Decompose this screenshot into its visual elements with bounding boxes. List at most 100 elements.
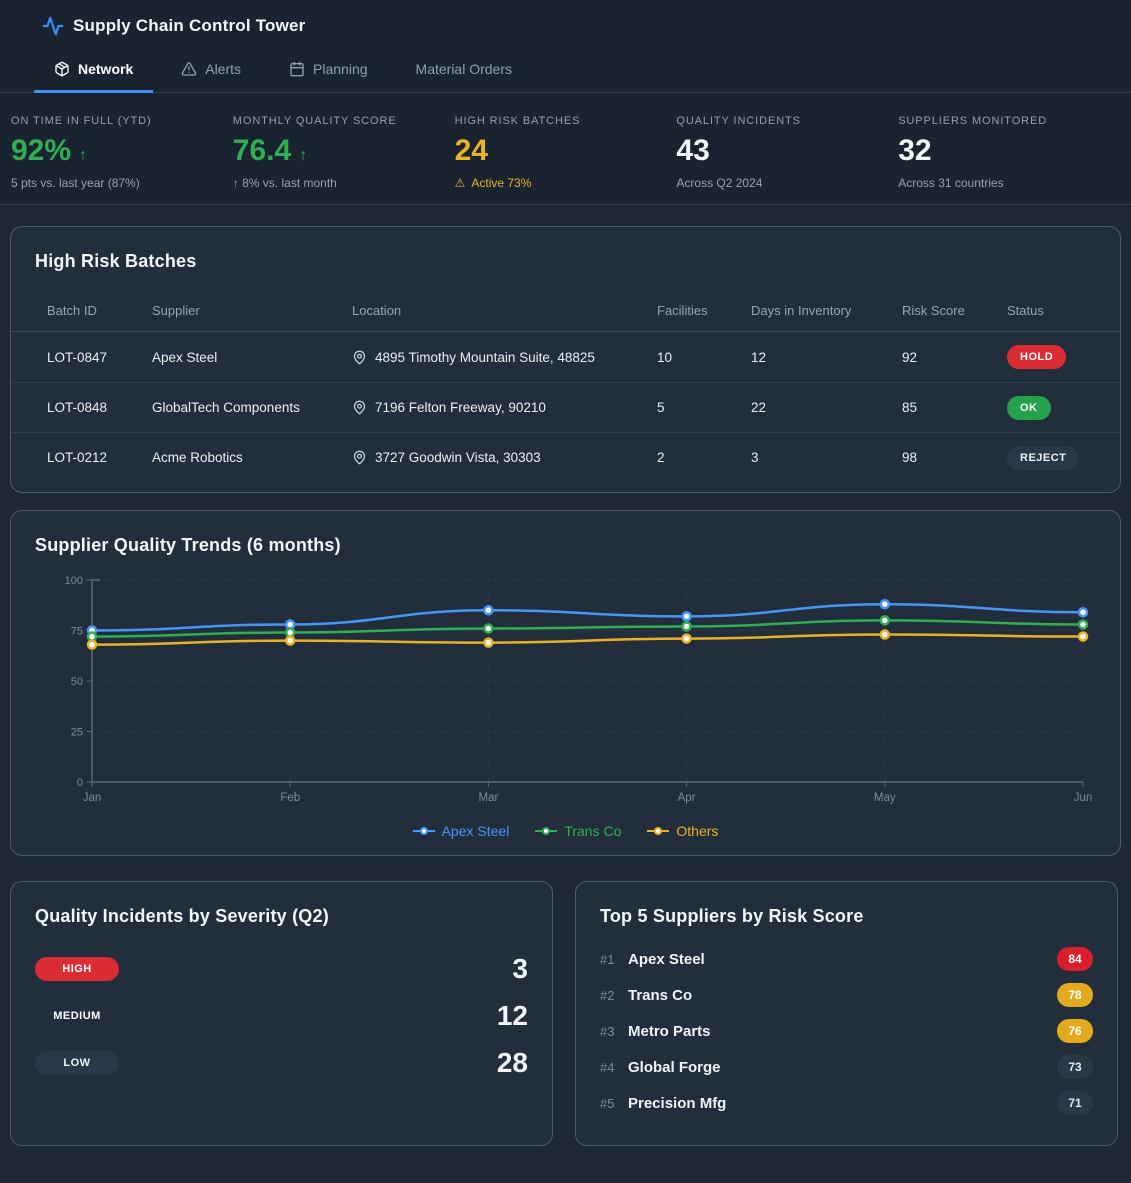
list-item: #1 Apex Steel 84 — [600, 941, 1093, 977]
col-facilities: Facilities — [657, 303, 708, 318]
incidents-card-title: Quality Incidents by Severity (Q2) — [35, 906, 329, 926]
top-suppliers-card: Top 5 Suppliers by Risk Score #1 Apex St… — [575, 881, 1118, 1146]
tab-alerts-label: Alerts — [205, 61, 242, 77]
trends-card-title: Supplier Quality Trends (6 months) — [35, 535, 341, 555]
kpi-row: ON TIME IN FULL (YTD) 92% ↑ 5 pts vs. la… — [0, 93, 1131, 204]
location-cell: 7196 Felton Freeway, 90210 — [352, 400, 657, 415]
top-suppliers-card-title: Top 5 Suppliers by Risk Score — [600, 906, 864, 926]
batch-id-cell: LOT-0847 — [47, 349, 108, 365]
tab-material-orders[interactable]: Material Orders — [396, 49, 532, 93]
map-pin-icon — [353, 400, 366, 415]
tab-planning[interactable]: Planning — [269, 49, 388, 93]
table-row: LOT-0847 Apex Steel 4895 Timothy Mountai… — [11, 332, 1120, 382]
svg-text:May: May — [874, 792, 896, 804]
legend-label: Apex Steel — [441, 823, 510, 839]
svg-text:Feb: Feb — [280, 792, 300, 804]
kpi-subtext-label: Active 73% — [471, 176, 532, 190]
calendar-icon — [290, 61, 304, 77]
quality-trends-chart: 0 25 50 75 100 Jan Feb Mar Apr May Jun — [35, 568, 1096, 819]
risk-cell: 85 — [902, 400, 918, 415]
severity-badge-medium: MEDIUM — [53, 1009, 101, 1022]
kpi-quality-incidents: QUALITY INCIDENTS 43 Across Q2 2024 — [676, 115, 898, 190]
legend-marker-icon — [647, 827, 670, 835]
line-chart-svg: 0 25 50 75 100 Jan Feb Mar Apr May Jun — [65, 575, 1093, 804]
risk-score-badge: 84 — [1057, 947, 1093, 971]
col-supplier: Supplier — [152, 303, 200, 318]
app-title: Supply Chain Control Tower — [73, 16, 306, 35]
kpi-subtext: 5 pts vs. last year (87%) — [11, 176, 140, 190]
list-item: #3 Metro Parts 76 — [600, 1013, 1093, 1049]
legend-marker-icon — [535, 827, 558, 835]
svg-text:75: 75 — [71, 626, 83, 638]
svg-text:Jun: Jun — [1074, 792, 1093, 804]
days-cell: 12 — [751, 349, 767, 365]
topbar: Supply Chain Control Tower Network Alert… — [0, 0, 1131, 205]
table-row: LOT-0848 GlobalTech Components 7196 Felt… — [11, 382, 1120, 432]
risk-score-badge: 78 — [1057, 983, 1093, 1007]
batch-id-cell: LOT-0212 — [47, 450, 108, 465]
kpi-subtext: ⚠ Active 73% — [455, 176, 677, 190]
batch-id-cell: LOT-0848 — [47, 400, 108, 415]
supplier-cell: GlobalTech Components — [152, 400, 300, 415]
svg-text:100: 100 — [65, 575, 83, 587]
svg-text:25: 25 — [71, 727, 83, 739]
facilities-cell: 2 — [657, 450, 665, 465]
tab-network-label: Network — [78, 61, 134, 77]
svg-text:Apr: Apr — [678, 792, 696, 804]
kpi-label: SUPPLIERS MONITORED — [898, 115, 1048, 127]
facilities-cell: 5 — [657, 400, 665, 415]
tab-material-orders-label: Material Orders — [415, 61, 512, 77]
supplier-cell: Apex Steel — [152, 349, 218, 365]
risk-score-badge: 71 — [1057, 1091, 1093, 1115]
high-risk-batches-card: High Risk Batches Batch ID Supplier Loca… — [10, 226, 1121, 493]
kpi-subtext: ↑ 8% vs. last month — [232, 176, 337, 190]
status-badge: OK — [1007, 395, 1051, 420]
supplier-cell: Acme Robotics — [152, 450, 243, 465]
supplier-rank: #4 — [600, 1059, 615, 1075]
svg-text:Jan: Jan — [83, 792, 102, 804]
list-item: HIGH 3 — [35, 945, 528, 992]
facilities-cell: 10 — [657, 349, 673, 365]
table-row: LOT-0212 Acme Robotics 3727 Goodwin Vist… — [11, 432, 1120, 482]
batches-table-header: Batch ID Supplier Location Facilities Da… — [11, 290, 1120, 332]
kpi-subtext: Across Q2 2024 — [676, 176, 763, 190]
supplier-name: Trans Co — [628, 986, 693, 1004]
col-days-in-inventory: Days in Inventory — [751, 303, 852, 318]
kpi-high-risk-batches: HIGH RISK BATCHES 24 ⚠ Active 73% — [455, 115, 677, 190]
supplier-rank: #3 — [600, 1023, 615, 1039]
risk-score-badge: 76 — [1057, 1019, 1093, 1043]
kpi-value: 24 — [454, 134, 488, 167]
location-cell: 3727 Goodwin Vista, 30303 — [352, 450, 657, 465]
legend-marker-icon — [412, 827, 435, 835]
supplier-rank: #2 — [600, 987, 615, 1003]
tab-bar: Network Alerts Planning Material Orders — [0, 49, 1131, 93]
supplier-name: Global Forge — [628, 1058, 721, 1076]
map-pin-icon — [353, 450, 366, 465]
legend-label: Others — [676, 823, 719, 839]
tab-network[interactable]: Network — [34, 49, 154, 93]
kpi-label: HIGH RISK BATCHES — [454, 115, 581, 127]
severity-badge-low: LOW — [35, 1050, 119, 1075]
tab-alerts[interactable]: Alerts — [161, 49, 261, 93]
kpi-value: 43 — [676, 134, 710, 167]
location-text: 3727 Goodwin Vista, 30303 — [375, 450, 541, 465]
activity-logo-icon — [42, 16, 64, 36]
alert-triangle-icon — [181, 62, 197, 76]
legend-label: Trans Co — [564, 823, 622, 839]
incident-count: 12 — [496, 999, 528, 1031]
risk-cell: 92 — [902, 349, 918, 365]
bottom-row: Quality Incidents by Severity (Q2) HIGH … — [10, 881, 1121, 1146]
kpi-label: QUALITY INCIDENTS — [676, 115, 801, 127]
kpi-value: 92% — [11, 134, 72, 167]
incident-count: 3 — [512, 952, 528, 984]
incidents-by-severity-card: Quality Incidents by Severity (Q2) HIGH … — [10, 881, 553, 1146]
batches-card-title: High Risk Batches — [35, 251, 197, 271]
up-arrow-icon: ↑ — [79, 147, 88, 164]
days-cell: 3 — [751, 450, 759, 465]
status-badge: HOLD — [1007, 345, 1067, 369]
map-pin-icon — [353, 350, 366, 364]
kpi-on-time-in-full: ON TIME IN FULL (YTD) 92% ↑ 5 pts vs. la… — [11, 115, 233, 190]
quality-trends-card: Supplier Quality Trends (6 months) 0 25 50… — [10, 510, 1121, 856]
kpi-subtext: Across 31 countries — [898, 176, 1004, 190]
